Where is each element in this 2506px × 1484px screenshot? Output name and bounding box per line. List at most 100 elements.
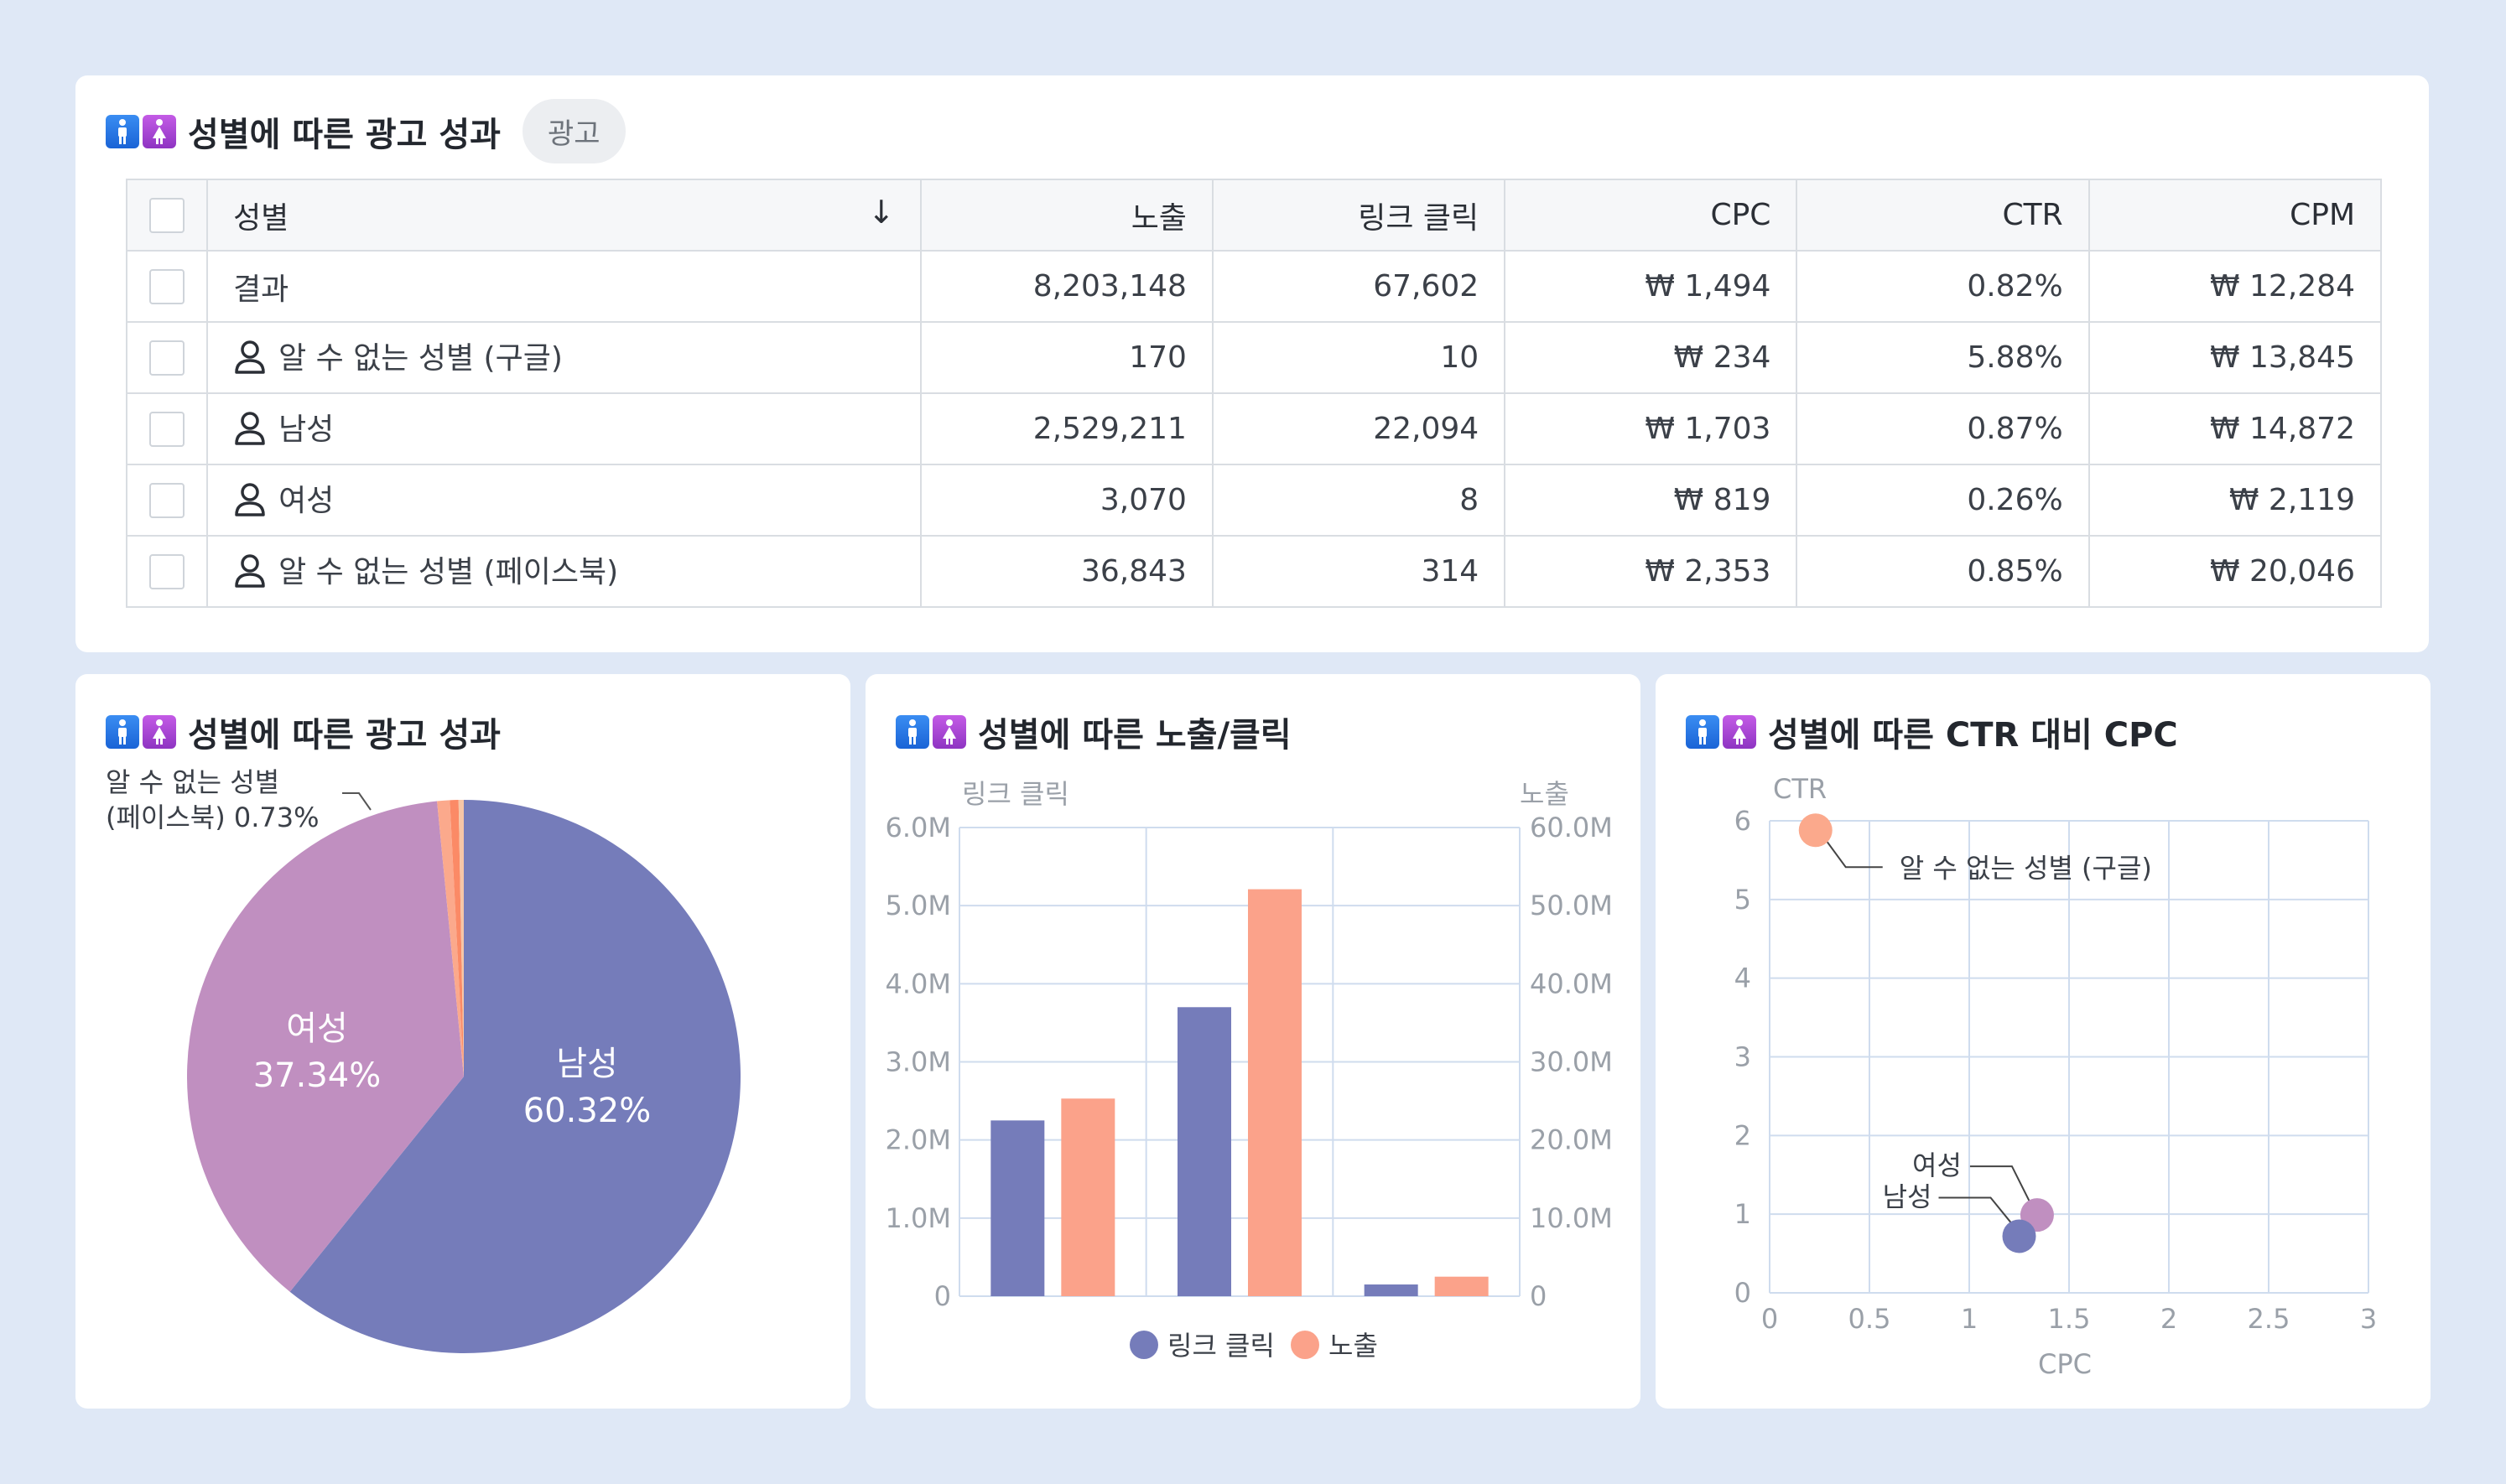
table-card: 성별에 따른 광고 성과 광고 성별 ↓ 노출 링크 클릭 CPC CTR CPM… bbox=[75, 75, 2429, 652]
cell-impressions: 36,843 bbox=[919, 535, 1214, 608]
legend-label-clicks[interactable]: 링크 클릭 bbox=[1167, 1330, 1275, 1362]
row-name: 알 수 없는 성별 (페이스북) bbox=[278, 555, 619, 590]
scatter-point-label: 알 수 없는 성별 (구글) bbox=[1900, 852, 2152, 884]
person-icon bbox=[233, 410, 267, 453]
scatter-y-axis-label: CTR bbox=[1773, 773, 1827, 805]
row-name: 알 수 없는 성별 (구글) bbox=[278, 341, 563, 376]
cell-impressions: 170 bbox=[919, 321, 1214, 394]
gender-performance-table: 성별 ↓ 노출 링크 클릭 CPC CTR CPM 결과 8,203,148 67… bbox=[125, 179, 2383, 608]
select-all-checkbox[interactable] bbox=[149, 198, 185, 233]
table-row[interactable]: 알 수 없는 성별 (페이스북) 36,843 314 ₩ 2,353 0.85… bbox=[125, 535, 2383, 608]
restroom-emoji-icon bbox=[896, 715, 970, 749]
scatter-y-tick-label: 0 bbox=[1734, 1277, 1751, 1309]
table-row[interactable]: 남성 2,529,211 22,094 ₩ 1,703 0.87% ₩ 14,8… bbox=[125, 392, 2383, 465]
left-tick-label: 1.0M bbox=[886, 1202, 952, 1234]
pie-label-male-name: 남성 bbox=[556, 1045, 618, 1083]
scatter-point[interactable] bbox=[2002, 1219, 2036, 1253]
pie-slice[interactable] bbox=[437, 800, 464, 1077]
right-axis-label: 노출 bbox=[1520, 778, 1569, 810]
pie-label-fb-line2: (페이스북) 0.73% bbox=[106, 802, 320, 833]
cell-cpc: ₩ 1,494 bbox=[1504, 250, 1798, 323]
person-icon bbox=[233, 339, 267, 381]
column-header-cpc[interactable]: CPC bbox=[1504, 179, 1798, 252]
cell-ctr: 0.85% bbox=[1796, 535, 2090, 608]
column-header-gender[interactable]: 성별 ↓ bbox=[206, 179, 922, 252]
restroom-emoji-icon bbox=[1686, 715, 1760, 749]
scatter-y-tick-label: 2 bbox=[1734, 1119, 1751, 1151]
scatter-chart: CTR CPC 0 1 2 3 4 5 6 0 0.5 1 1.5 2 2.5 3 알 수 없는 성별 (… bbox=[1734, 773, 2378, 1380]
pie-card-title: 성별에 따른 광고 성과 bbox=[106, 708, 501, 756]
cell-impressions: 2,529,211 bbox=[919, 392, 1214, 465]
cell-impressions: 8,203,148 bbox=[919, 250, 1214, 323]
cell-cpm: ₩ 13,845 bbox=[2087, 321, 2383, 394]
cell-clicks: 22,094 bbox=[1211, 392, 1506, 465]
pie-label-female-name: 여성 bbox=[286, 1009, 348, 1048]
pie-slice[interactable] bbox=[458, 800, 464, 1077]
right-tick-label: 10.0M bbox=[1530, 1202, 1613, 1234]
column-header-cpm[interactable]: CPM bbox=[2087, 179, 2383, 252]
cell-clicks: 67,602 bbox=[1211, 250, 1506, 323]
restroom-emoji-icon bbox=[106, 715, 179, 749]
left-tick-label: 0 bbox=[934, 1280, 951, 1312]
cell-ctr: 0.87% bbox=[1796, 392, 2090, 465]
right-tick-label: 50.0M bbox=[1530, 890, 1613, 921]
row-checkbox[interactable] bbox=[149, 554, 185, 589]
scatter-leader-line bbox=[1938, 1196, 2014, 1226]
sort-arrow-down-icon[interactable]: ↓ bbox=[867, 193, 895, 231]
bar-card-title: 성별에 따른 노출/클릭 bbox=[896, 708, 1292, 756]
scatter-x-tick-label: 2.5 bbox=[2248, 1303, 2290, 1335]
scatter-leader-line bbox=[1969, 1165, 2031, 1204]
pie-slice[interactable] bbox=[289, 800, 741, 1353]
bar-clicks[interactable] bbox=[990, 1120, 1045, 1296]
bar-chart: 링크 클릭 노출 0 0 1.0M 10.0M 2.0M 20.0M 3.0M 30.0M 4.… bbox=[886, 778, 1613, 1362]
bar-clicks[interactable] bbox=[1178, 1007, 1231, 1296]
column-header-ctr[interactable]: CTR bbox=[1796, 179, 2090, 252]
column-header-clicks[interactable]: 링크 클릭 bbox=[1211, 179, 1506, 252]
left-tick-label: 5.0M bbox=[886, 890, 952, 921]
pie-leader-line bbox=[342, 792, 372, 811]
pie-slice[interactable] bbox=[450, 800, 464, 1077]
scatter-card: 성별에 따른 CTR 대비 CPC CTR CPC 0 1 2 3 4 5 6 0 0.5 1 1.… bbox=[1656, 674, 2431, 1409]
legend-label-impressions[interactable]: 노출 bbox=[1328, 1330, 1378, 1362]
person-icon bbox=[233, 553, 267, 595]
scatter-point-label: 남성 bbox=[1883, 1180, 1932, 1212]
select-all-cell[interactable] bbox=[125, 179, 209, 252]
cell-cpc: ₩ 819 bbox=[1504, 464, 1798, 537]
scatter-point-label: 여성 bbox=[1912, 1149, 1962, 1181]
bar-legend: 링크 클릭 노출 bbox=[1130, 1330, 1378, 1362]
row-checkbox[interactable] bbox=[149, 483, 185, 518]
bar-clicks[interactable] bbox=[1364, 1284, 1418, 1296]
left-axis-label: 링크 클릭 bbox=[962, 778, 1069, 810]
scatter-y-tick-label: 3 bbox=[1734, 1041, 1751, 1073]
scatter-y-tick-label: 5 bbox=[1734, 884, 1751, 916]
restroom-emoji-icon bbox=[106, 114, 179, 148]
ad-badge[interactable]: 광고 bbox=[522, 99, 626, 163]
left-tick-label: 2.0M bbox=[886, 1124, 952, 1156]
bar-impressions[interactable] bbox=[1061, 1098, 1115, 1296]
pie-label-male-pct: 60.32% bbox=[523, 1092, 652, 1130]
pie-label-female-pct: 37.34% bbox=[253, 1056, 382, 1095]
scatter-y-tick-label: 4 bbox=[1734, 963, 1751, 994]
row-checkbox[interactable] bbox=[149, 269, 185, 304]
cell-cpc: ₩ 2,353 bbox=[1504, 535, 1798, 608]
cell-impressions: 3,070 bbox=[919, 464, 1214, 537]
scatter-x-tick-label: 2 bbox=[2160, 1303, 2177, 1335]
scatter-leader-line bbox=[1826, 841, 1883, 869]
bar-impressions[interactable] bbox=[1248, 889, 1302, 1296]
scatter-y-tick-label: 6 bbox=[1734, 805, 1751, 837]
row-name: 남성 bbox=[278, 413, 335, 448]
cell-ctr: 0.82% bbox=[1796, 250, 2090, 323]
pie-label-fb-line1: 알 수 없는 성별 bbox=[106, 766, 279, 798]
table-title-text: 성별에 따른 광고 성과 bbox=[188, 115, 501, 154]
pie-slice[interactable] bbox=[187, 801, 464, 1292]
column-header-impressions[interactable]: 노출 bbox=[919, 179, 1214, 252]
bar-impressions[interactable] bbox=[1434, 1276, 1489, 1296]
table-row[interactable]: 알 수 없는 성별 (구글) 170 10 ₩ 234 5.88% ₩ 13,8… bbox=[125, 321, 2383, 394]
scatter-point[interactable] bbox=[1798, 813, 1833, 848]
row-checkbox[interactable] bbox=[149, 340, 185, 376]
row-checkbox[interactable] bbox=[149, 412, 185, 447]
cell-cpm: ₩ 20,046 bbox=[2087, 535, 2383, 608]
scatter-x-tick-label: 1.5 bbox=[2048, 1303, 2091, 1335]
table-row[interactable]: 여성 3,070 8 ₩ 819 0.26% ₩ 2,119 bbox=[125, 464, 2383, 537]
table-row[interactable]: 결과 8,203,148 67,602 ₩ 1,494 0.82% ₩ 12,2… bbox=[125, 250, 2383, 323]
